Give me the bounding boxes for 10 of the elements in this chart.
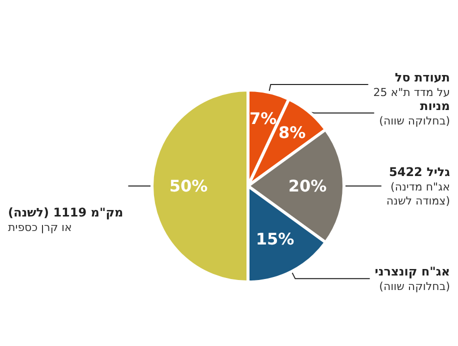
data-label: 15%	[256, 230, 294, 249]
slice-label: אג"ח קונצרני (בחלוקה שווה)	[374, 264, 450, 294]
data-label: 8%	[278, 123, 306, 142]
data-label: 7%	[249, 109, 277, 128]
slice-label: גליל 5422 (אג"ח מדינה צמודה לשנה)	[386, 165, 451, 208]
data-label: 50%	[169, 176, 208, 196]
slice-label: תעודת סל על מדד ת"א 25	[373, 70, 450, 100]
data-label: 20%	[288, 176, 327, 196]
slice-label: מניות (בחלוקה שווה)	[379, 99, 450, 128]
slice-label: מק"מ 1119 (לשנה) או קרן כספית	[8, 206, 124, 234]
